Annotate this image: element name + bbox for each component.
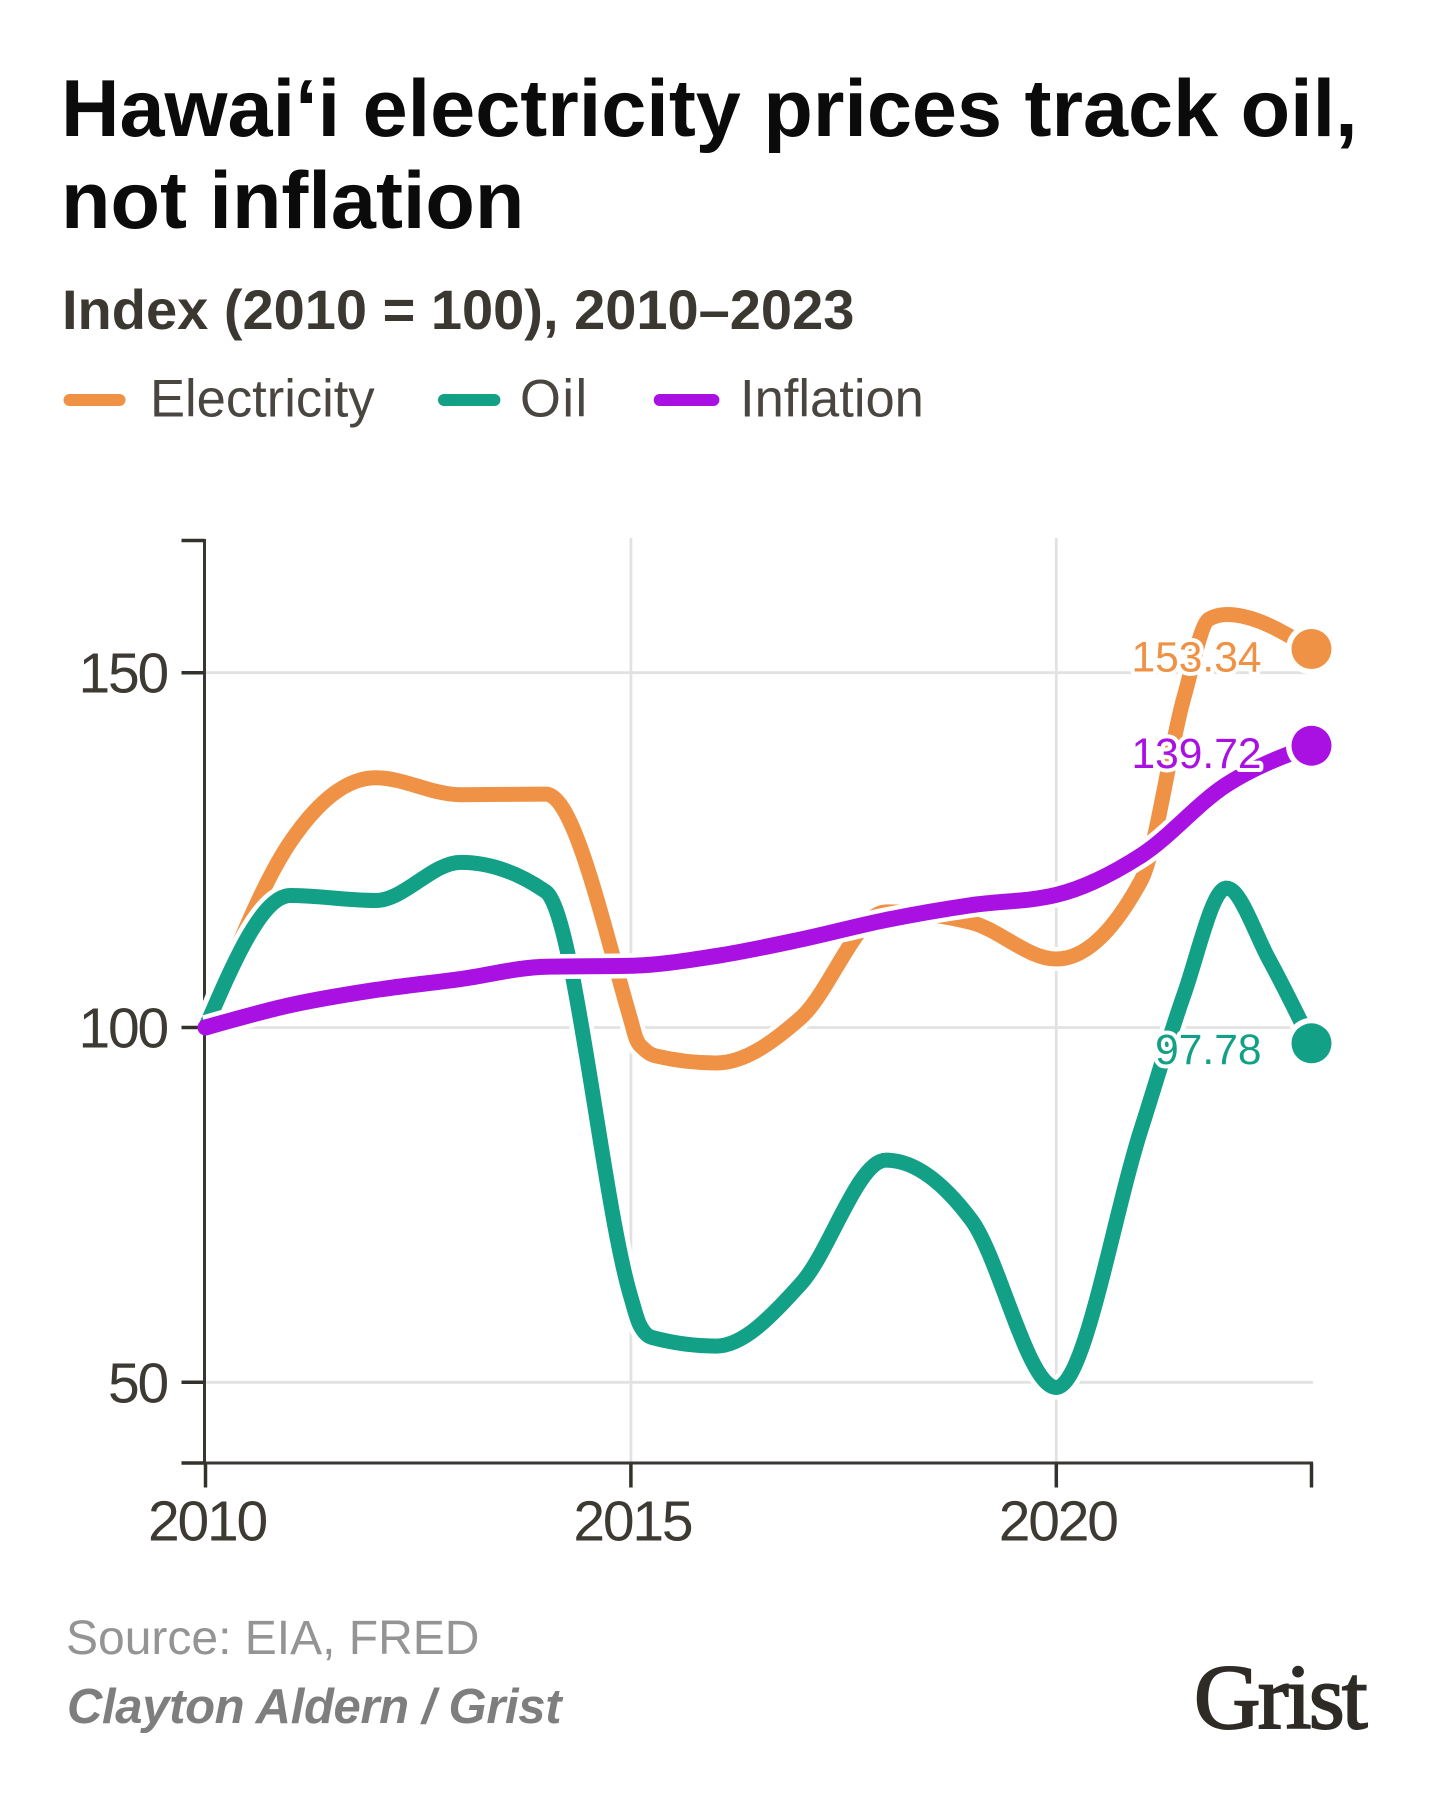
svg-text:Clayton Aldern / Grist: Clayton Aldern / Grist xyxy=(67,1680,563,1734)
svg-text:Oil: Oil xyxy=(520,370,589,429)
svg-text:Inflation: Inflation xyxy=(740,370,924,429)
svg-text:50: 50 xyxy=(108,1351,168,1415)
svg-text:Index (2010 = 100), 2010–2023: Index (2010 = 100), 2010–2023 xyxy=(62,278,854,341)
svg-text:150: 150 xyxy=(78,642,167,706)
svg-text:100: 100 xyxy=(78,997,167,1061)
svg-text:not inflation: not inflation xyxy=(61,156,524,246)
svg-text:139.72: 139.72 xyxy=(1132,731,1262,778)
svg-text:Grist: Grist xyxy=(1194,1646,1368,1748)
svg-text:97.78: 97.78 xyxy=(1155,1027,1261,1074)
svg-text:2020: 2020 xyxy=(999,1490,1118,1554)
svg-text:2015: 2015 xyxy=(573,1490,692,1554)
svg-text:153.34: 153.34 xyxy=(1132,634,1262,681)
svg-text:Electricity: Electricity xyxy=(150,370,375,429)
svg-text:Source: EIA, FRED: Source: EIA, FRED xyxy=(66,1612,479,1665)
svg-text:2010: 2010 xyxy=(148,1490,267,1554)
svg-text:Hawai‘i electricity prices tra: Hawai‘i electricity prices track oil, xyxy=(61,64,1358,154)
